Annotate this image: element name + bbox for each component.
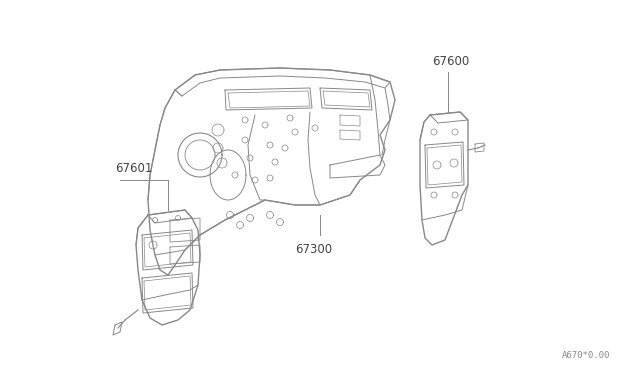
Text: A670*0.00: A670*0.00 xyxy=(562,351,610,360)
Text: 67601: 67601 xyxy=(115,162,152,175)
Text: 67600: 67600 xyxy=(432,55,469,68)
Text: 67300: 67300 xyxy=(295,243,332,256)
